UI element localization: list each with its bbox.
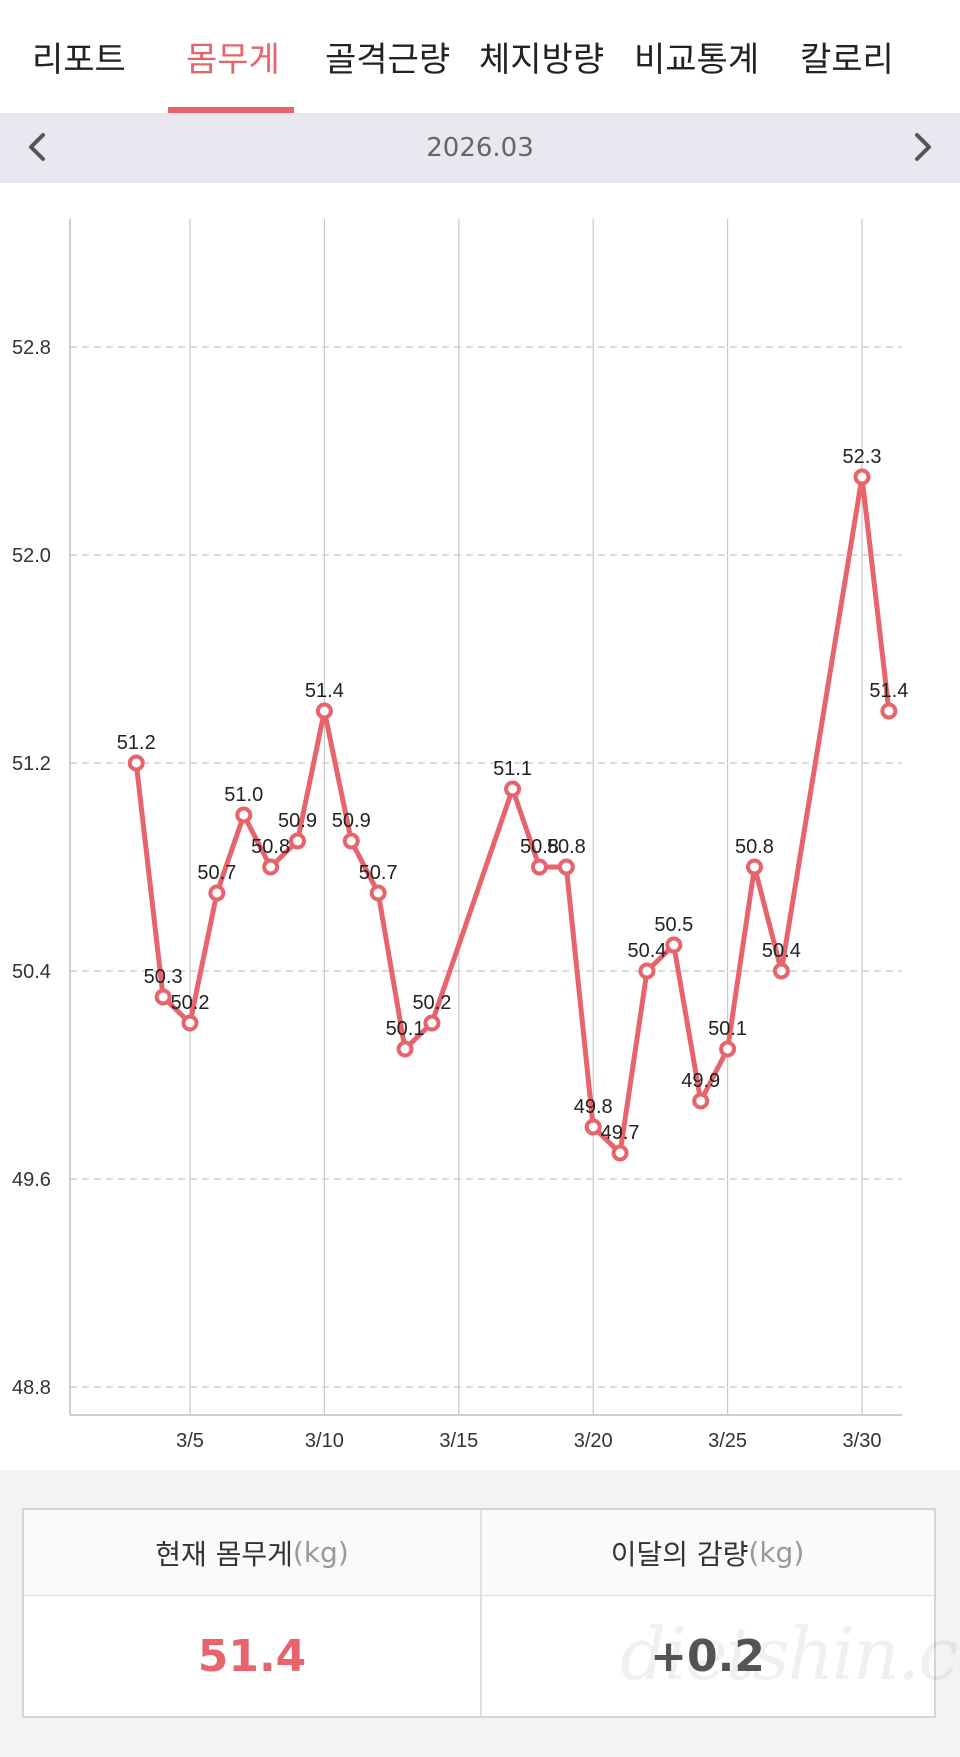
data-point	[315, 702, 333, 720]
data-label: 50.3	[144, 966, 183, 988]
monthly-change-value: +0.2	[650, 1630, 765, 1682]
data-label: 50.2	[171, 992, 210, 1014]
data-label: 49.9	[681, 1070, 720, 1092]
weight-chart-area: 3/5 3/10 3/15 3/20 3/25 3/30 48.8 49.6 50.4 51.2 5…	[0, 183, 960, 1470]
x-tick-label: 3/15	[439, 1430, 478, 1452]
data-label: 51.4	[869, 680, 908, 702]
data-label: 50.9	[332, 810, 371, 832]
tab-compare-stats[interactable]: 비교통계	[634, 40, 760, 80]
data-point	[530, 858, 548, 876]
data-point	[369, 884, 387, 902]
data-point	[692, 1092, 710, 1110]
data-point	[611, 1144, 629, 1162]
data-point	[772, 962, 790, 980]
monthly-change-unit: (kg)	[748, 1536, 805, 1569]
current-weight-unit: (kg)	[292, 1536, 349, 1569]
chevron-left-icon[interactable]	[16, 125, 60, 169]
active-tab-indicator	[168, 107, 294, 113]
data-label: 50.1	[386, 1018, 425, 1040]
data-point	[880, 702, 898, 720]
weight-line-chart: 3/5 3/10 3/15 3/20 3/25 3/30 48.8 49.6 50.4 51.2 5…	[12, 219, 908, 1452]
monthly-change-title: 이달의 감량	[610, 1537, 749, 1571]
data-point	[235, 806, 253, 824]
data-label: 50.7	[359, 862, 398, 884]
data-point	[745, 858, 763, 876]
current-month-label: 2026.03	[426, 133, 534, 163]
y-tick-label: 49.6	[12, 1169, 51, 1191]
summary-table: 현재 몸무게 (kg) 이달의 감량 (kg) 51.4 +0.2	[22, 1508, 936, 1718]
data-point	[181, 1014, 199, 1032]
tab-report[interactable]: 리포트	[32, 40, 126, 80]
data-label: 50.5	[654, 914, 693, 936]
data-point	[396, 1040, 414, 1058]
data-point	[665, 936, 683, 954]
y-tick-label: 52.0	[12, 545, 51, 567]
data-label: 50.4	[762, 940, 801, 962]
data-point	[557, 858, 575, 876]
data-label: 52.3	[843, 446, 882, 468]
tab-calories[interactable]: 칼로리	[800, 40, 894, 80]
data-label: 51.4	[305, 680, 344, 702]
data-label: 49.8	[574, 1096, 613, 1118]
data-point	[423, 1014, 441, 1032]
x-tick-label: 3/20	[574, 1430, 613, 1452]
tab-body-fat[interactable]: 체지방량	[479, 40, 605, 80]
y-tick-label: 48.8	[12, 1377, 51, 1399]
current-weight-header: 현재 몸무게 (kg)	[24, 1510, 480, 1596]
x-tick-label: 3/30	[843, 1430, 882, 1452]
data-point	[853, 468, 871, 486]
data-label: 50.2	[412, 992, 451, 1014]
month-navigation-bar: 2026.03	[0, 113, 960, 183]
watermark-logo: dietshin.com	[620, 1612, 960, 1696]
y-tick-label: 52.8	[12, 337, 51, 359]
data-point	[127, 754, 145, 772]
data-point	[154, 988, 172, 1006]
data-label: 50.9	[278, 810, 317, 832]
tab-weight[interactable]: 몸무게	[186, 40, 280, 80]
data-point	[208, 884, 226, 902]
current-weight-title: 현재 몸무게	[155, 1537, 293, 1571]
data-label: 50.8	[251, 836, 290, 858]
data-point	[262, 858, 280, 876]
data-point	[584, 1118, 602, 1136]
x-tick-label: 3/5	[176, 1430, 204, 1452]
x-tick-label: 3/10	[305, 1430, 344, 1452]
data-label: 50.8	[735, 836, 774, 858]
monthly-change-header: 이달의 감량 (kg)	[481, 1510, 934, 1596]
tab-bar: 리포트 몸무게 골격근량 체지방량 비교통계 칼로리	[0, 0, 960, 114]
data-label: 50.1	[708, 1018, 747, 1040]
data-label: 50.7	[197, 862, 236, 884]
data-label: 51.1	[493, 758, 532, 780]
y-tick-label: 50.4	[12, 961, 51, 983]
data-label: 50.8	[547, 836, 586, 858]
summary-divider	[480, 1510, 482, 1716]
data-point	[638, 962, 656, 980]
data-label: 51.0	[224, 784, 263, 806]
y-tick-label: 51.2	[12, 753, 51, 775]
data-point	[342, 832, 360, 850]
data-point	[719, 1040, 737, 1058]
data-label: 50.4	[627, 940, 666, 962]
current-weight-value: 51.4	[197, 1630, 307, 1682]
data-point	[289, 832, 307, 850]
data-label: 50.8	[520, 836, 559, 858]
tab-skeletal-muscle[interactable]: 골격근량	[325, 40, 451, 80]
data-label: 51.2	[117, 732, 156, 754]
x-tick-label: 3/25	[708, 1430, 747, 1452]
data-label: 49.7	[601, 1122, 640, 1144]
data-point	[504, 780, 522, 798]
chevron-right-icon[interactable]	[900, 125, 944, 169]
